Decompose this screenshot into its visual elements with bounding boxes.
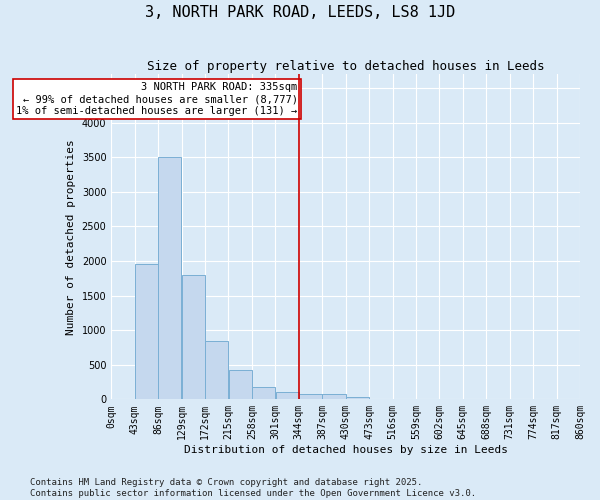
Bar (252, 387, 275, 400)
Bar (275, 392, 299, 400)
Bar (135, 264, 158, 400)
Bar (299, 394, 322, 400)
Bar (158, 157, 181, 400)
Y-axis label: Number of detached properties: Number of detached properties (66, 139, 76, 334)
Bar (182, 275, 205, 400)
Bar (322, 394, 346, 400)
Text: 3 NORTH PARK ROAD: 335sqm
← 99% of detached houses are smaller (8,777)
1% of sem: 3 NORTH PARK ROAD: 335sqm ← 99% of detac… (16, 82, 298, 116)
X-axis label: Distribution of detached houses by size in Leeds: Distribution of detached houses by size … (184, 445, 508, 455)
Text: Contains HM Land Registry data © Crown copyright and database right 2025.
Contai: Contains HM Land Registry data © Crown c… (30, 478, 476, 498)
Bar (205, 340, 229, 400)
Text: 3, NORTH PARK ROAD, LEEDS, LS8 1JD: 3, NORTH PARK ROAD, LEEDS, LS8 1JD (145, 5, 455, 20)
Title: Size of property relative to detached houses in Leeds: Size of property relative to detached ho… (147, 60, 544, 73)
Bar (346, 398, 369, 400)
Bar (229, 370, 252, 400)
Bar (369, 398, 392, 400)
